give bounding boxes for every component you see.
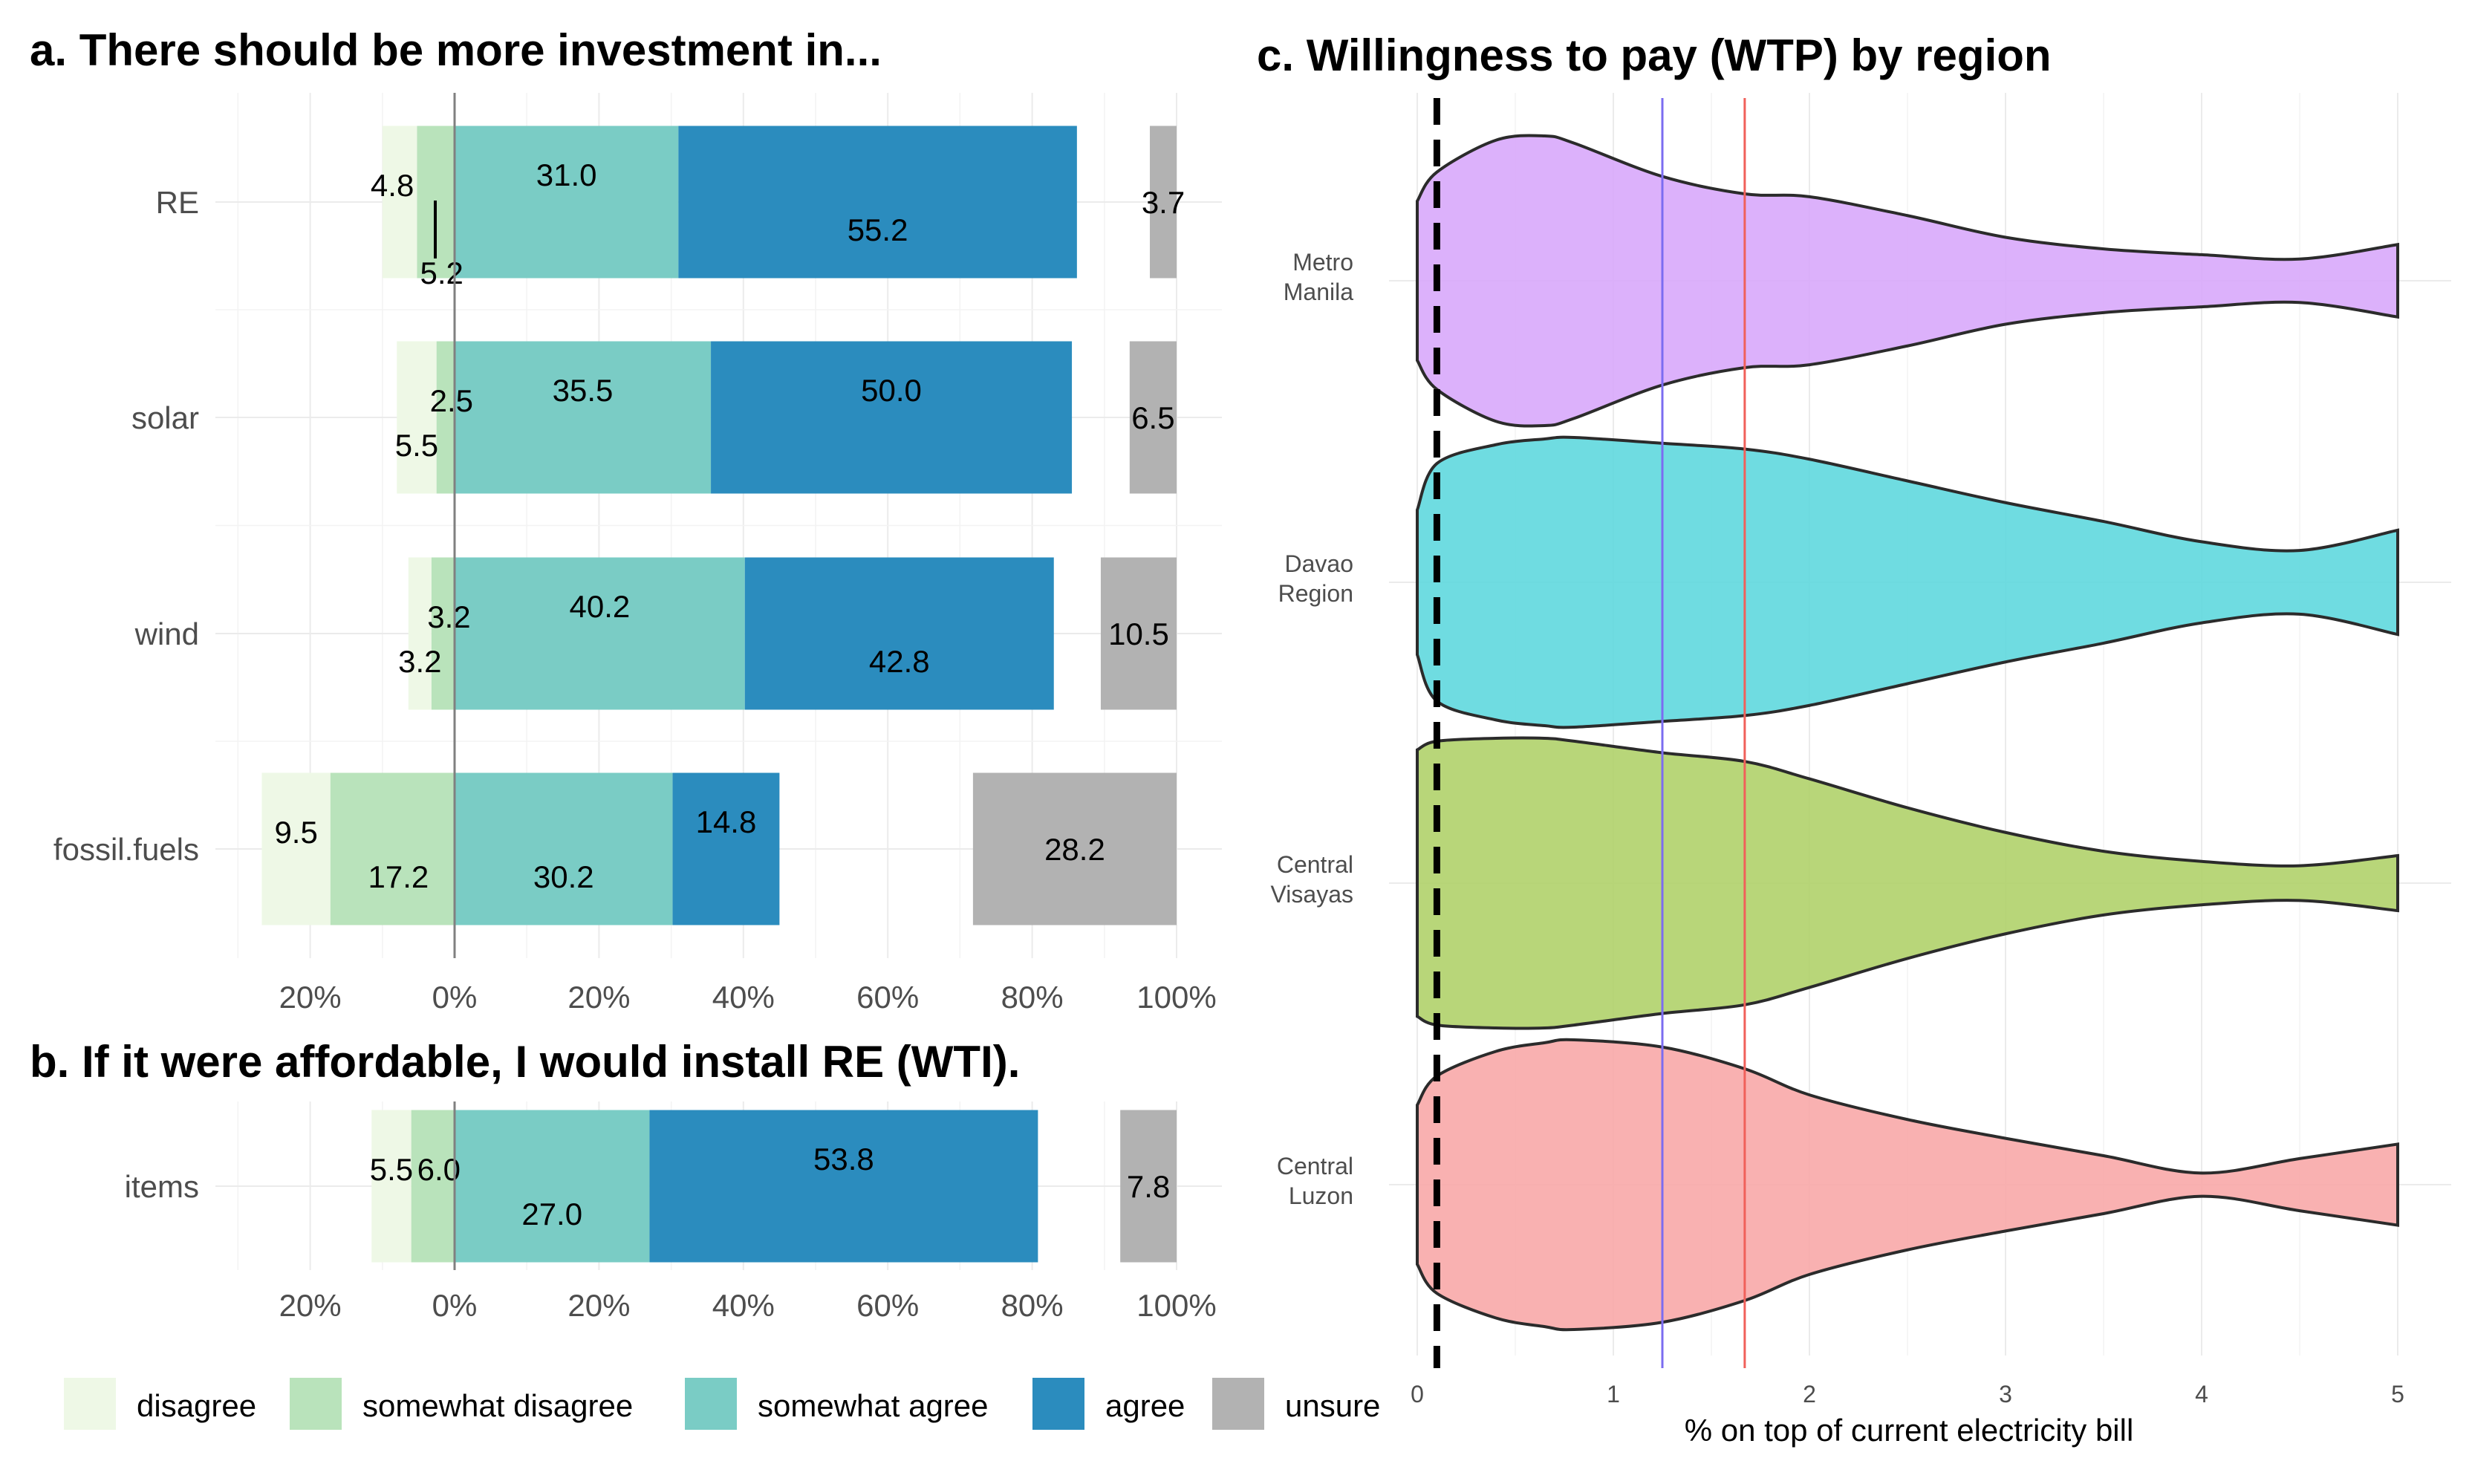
data-label-somewhat-disagree: 6.0: [417, 1152, 461, 1187]
x-tick-label: 100%: [1136, 980, 1216, 1015]
panel-title: a. There should be more investment in...: [30, 25, 882, 75]
x-tick-label: 0: [1411, 1381, 1424, 1407]
data-label-disagree: 3.2: [398, 644, 441, 679]
bar-somewhat-agree: [455, 126, 679, 279]
bar-somewhat-disagree: [330, 772, 455, 925]
x-tick-label: 2: [1803, 1381, 1816, 1407]
x-tick-label: 4: [2195, 1381, 2208, 1407]
bar-agree: [678, 126, 1077, 279]
bar-disagree: [382, 126, 417, 279]
region-label: Davao Region: [1278, 550, 1353, 607]
data-label-somewhat-agree: 40.2: [569, 589, 630, 624]
data-label-somewhat-disagree: 2.5: [430, 383, 473, 418]
category-label: wind: [134, 616, 199, 651]
legend-swatch: [64, 1378, 116, 1430]
x-tick-label: 20%: [567, 1288, 630, 1323]
region-label: Central Visayas: [1271, 851, 1353, 908]
data-label-unsure: 6.5: [1131, 400, 1174, 435]
x-tick-label: 20%: [279, 980, 342, 1015]
x-tick-label: 20%: [567, 980, 630, 1015]
data-label-somewhat-agree: 27.0: [521, 1197, 582, 1231]
category-label: fossil.fuels: [53, 832, 199, 867]
x-tick-label: 3: [1999, 1381, 2012, 1407]
x-tick-label: 0%: [432, 1288, 478, 1323]
legend-swatch: [1032, 1378, 1084, 1430]
data-label-disagree: 5.5: [370, 1152, 413, 1187]
violin-davao-region: [1416, 435, 2399, 729]
data-label-unsure: 7.8: [1127, 1169, 1170, 1204]
bar-somewhat-agree: [455, 341, 712, 494]
bar-somewhat-agree: [455, 772, 673, 925]
legend-swatch: [290, 1378, 342, 1430]
x-tick-label: 60%: [856, 980, 919, 1015]
bar-somewhat-disagree: [431, 557, 455, 710]
x-tick-label: 5: [2391, 1381, 2404, 1407]
x-tick-label: 60%: [856, 1288, 919, 1323]
legend-label: agree: [1105, 1388, 1185, 1423]
x-tick-label: 20%: [279, 1288, 342, 1323]
data-label-disagree: 5.5: [395, 428, 438, 463]
bar-agree: [672, 772, 780, 925]
legend-swatch: [1212, 1378, 1264, 1430]
bar-agree: [711, 341, 1073, 494]
x-tick-label: 80%: [1001, 980, 1064, 1015]
panel-b: b. If it were affordable, I would instal…: [30, 1037, 1222, 1323]
bar-somewhat-disagree: [411, 1110, 455, 1263]
x-tick-label: 100%: [1136, 1288, 1216, 1323]
bar-agree: [744, 557, 1054, 710]
data-label-somewhat-disagree: 3.2: [427, 599, 470, 634]
panel-title: c. Willingness to pay (WTP) by region: [1257, 30, 2052, 80]
legend-label: disagree: [137, 1388, 256, 1423]
legend-label: somewhat agree: [758, 1388, 989, 1423]
category-label: solar: [131, 400, 199, 435]
x-axis-title: % on top of current electricity bill: [1685, 1413, 2134, 1448]
bar-agree: [649, 1110, 1038, 1263]
legend: disagree somewhat disagree somewhat agree a…: [64, 1378, 1380, 1430]
x-tick-label: 40%: [712, 1288, 775, 1323]
bar-somewhat-agree: [455, 557, 745, 710]
bar-unsure: [1120, 1110, 1177, 1263]
region-label: Central Luzon: [1277, 1153, 1353, 1209]
bar-disagree: [371, 1110, 412, 1263]
bar-disagree: [261, 772, 331, 925]
panel-c: c. Willingness to pay (WTP) by region Met…: [1257, 30, 2451, 1448]
data-label-somewhat-agree: 30.2: [533, 859, 594, 894]
region-label: Metro Manila: [1284, 249, 1353, 305]
category-label: items: [125, 1169, 199, 1204]
x-tick-label: 80%: [1001, 1288, 1064, 1323]
bar-disagree: [408, 557, 432, 710]
data-label-unsure: 3.7: [1142, 185, 1185, 220]
data-label-agree: 53.8: [813, 1142, 874, 1177]
data-label-disagree: 4.8: [371, 168, 414, 203]
x-tick-label: 40%: [712, 980, 775, 1015]
data-label-somewhat-agree: 31.0: [536, 157, 597, 192]
legend-swatch: [685, 1378, 737, 1430]
data-label-unsure: 28.2: [1044, 832, 1105, 867]
x-tick-label: 0%: [432, 980, 478, 1015]
x-tick-label: 1: [1607, 1381, 1620, 1407]
data-label-agree: 50.0: [861, 373, 922, 408]
data-label-unsure: 10.5: [1108, 616, 1169, 651]
data-label-agree: 55.2: [848, 212, 908, 247]
legend-label: somewhat disagree: [362, 1388, 633, 1423]
data-label-agree: 14.8: [696, 804, 757, 839]
panel-title: b. If it were affordable, I would instal…: [30, 1037, 1020, 1087]
data-label-agree: 42.8: [869, 644, 930, 679]
data-label-disagree: 9.5: [274, 815, 317, 850]
legend-label: unsure: [1285, 1388, 1380, 1423]
data-label-somewhat-agree: 35.5: [553, 373, 614, 408]
bar-unsure: [1150, 126, 1177, 279]
panel-a: a. There should be more investment in...…: [30, 25, 1222, 1015]
bar-unsure: [1129, 341, 1177, 494]
data-label-somewhat-disagree: 17.2: [368, 859, 429, 894]
bar-unsure: [1100, 557, 1177, 710]
category-label: RE: [156, 185, 199, 220]
data-label-somewhat-disagree: 5.2: [420, 256, 464, 290]
bar-somewhat-agree: [455, 1110, 650, 1263]
bar-disagree: [397, 341, 437, 494]
bar-somewhat-disagree: [436, 341, 455, 494]
bar-unsure: [972, 772, 1177, 925]
